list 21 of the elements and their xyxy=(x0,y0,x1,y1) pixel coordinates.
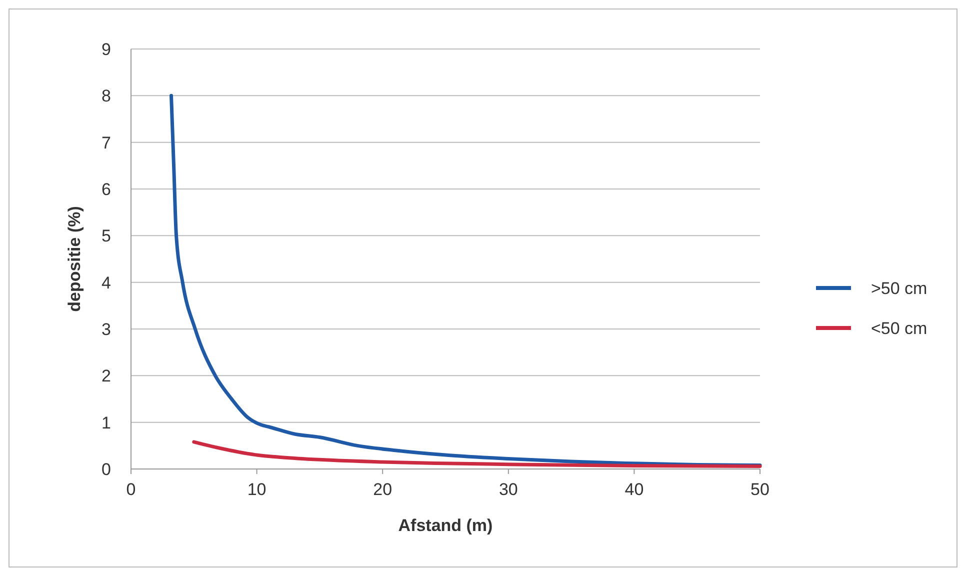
x-tick-label: 10 xyxy=(247,480,266,499)
y-tick-label: 9 xyxy=(102,40,111,59)
x-tick-label: 50 xyxy=(750,480,770,499)
y-tick-label: 2 xyxy=(102,366,111,386)
x-axis-title: Afstand (m) xyxy=(398,516,493,535)
legend-label: >50 cm xyxy=(871,279,928,298)
y-tick-label: 7 xyxy=(102,133,111,152)
line-series xyxy=(192,440,762,468)
y-tick-label: 0 xyxy=(102,460,111,479)
legend-label: <50 cm xyxy=(871,319,928,338)
y-tick-label: 5 xyxy=(102,226,111,246)
x-tick-label: 0 xyxy=(126,480,136,499)
y-tick-label: 1 xyxy=(102,413,111,432)
y-tick-label: 4 xyxy=(102,273,111,292)
y-tick-label: 3 xyxy=(102,320,111,339)
y-tick-label: 8 xyxy=(102,86,111,106)
x-tick-label: 40 xyxy=(624,480,644,499)
x-tick-label: 20 xyxy=(373,480,392,499)
y-axis-title: depositie (%) xyxy=(65,206,84,312)
y-tick-label: 6 xyxy=(102,180,111,199)
x-tick-label: 30 xyxy=(498,480,518,499)
